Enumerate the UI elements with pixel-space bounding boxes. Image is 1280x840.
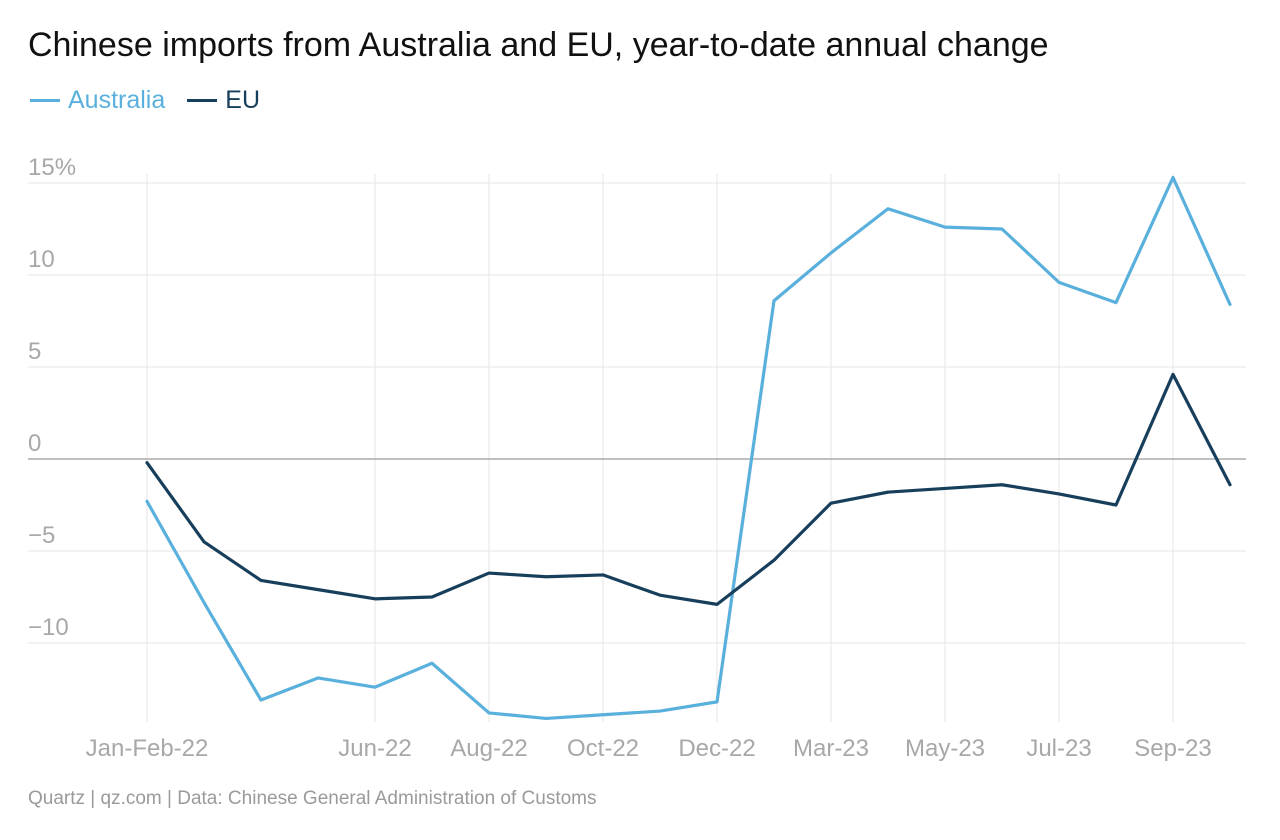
legend: Australia EU <box>30 86 260 115</box>
legend-swatch-eu <box>187 99 218 102</box>
x-tick-label: Jun-22 <box>338 735 411 762</box>
x-tick-label: May-23 <box>905 735 985 762</box>
x-tick-label: Mar-23 <box>793 735 869 762</box>
y-tick-label: −5 <box>28 522 55 549</box>
x-tick-label: Oct-22 <box>567 735 639 762</box>
source-credit: Quartz | qz.com | Data: Chinese General … <box>28 788 597 809</box>
chart-title: Chinese imports from Australia and EU, y… <box>28 26 1049 64</box>
y-tick-label: −10 <box>28 614 69 641</box>
x-tick-label: Dec-22 <box>678 735 755 762</box>
legend-label-australia: Australia <box>68 86 166 114</box>
x-tick-label: Aug-22 <box>450 735 527 762</box>
x-tick-label: Jan-Feb-22 <box>86 735 209 762</box>
series-line-eu <box>145 372 1232 606</box>
y-tick-label: 5 <box>28 338 41 365</box>
legend-swatch-australia <box>30 99 60 102</box>
y-tick-label: 15% <box>28 154 76 181</box>
y-tick-label: 0 <box>28 430 41 457</box>
series-line-australia <box>145 175 1232 721</box>
x-tick-label: Jul-23 <box>1026 735 1091 762</box>
legend-item-eu: EU <box>187 86 260 115</box>
legend-item-australia: Australia <box>30 86 165 115</box>
x-tick-label: Sep-23 <box>1134 735 1211 762</box>
y-tick-label: 10 <box>28 246 55 273</box>
legend-label-eu: EU <box>225 86 260 114</box>
